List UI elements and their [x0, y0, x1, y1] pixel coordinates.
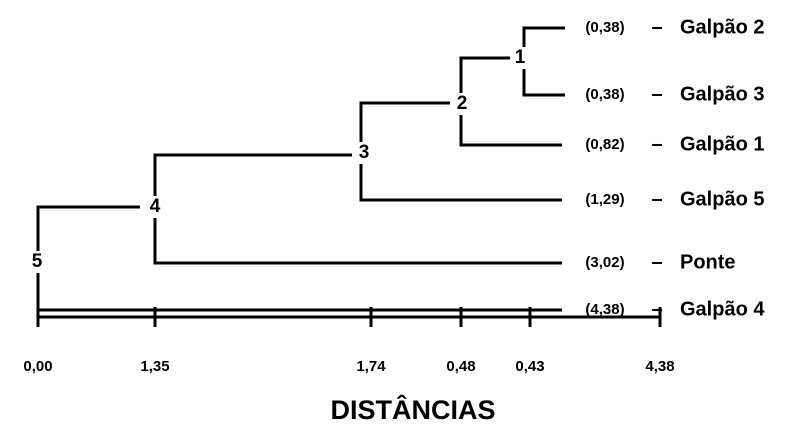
separator: – — [651, 298, 662, 320]
leaf-name: Galpão 2 — [680, 16, 764, 38]
label-bg — [511, 47, 529, 69]
node-label: 1 — [515, 47, 526, 68]
label-bg — [453, 93, 471, 115]
leaf-name: Ponte — [680, 251, 736, 273]
leaf-distance: (1,29) — [585, 191, 624, 208]
label-bg — [355, 142, 373, 164]
tick-label: 0,43 — [515, 358, 544, 375]
label-bg — [146, 196, 164, 218]
node-label: 3 — [359, 142, 370, 163]
node-label: 5 — [32, 251, 43, 272]
separator: – — [651, 83, 662, 105]
leaf-name: Galpão 1 — [680, 133, 764, 155]
tick-label: 1,74 — [356, 358, 386, 375]
leaf-name: Galpão 5 — [680, 188, 764, 210]
label-bg — [28, 251, 46, 273]
axis-title: DISTÂNCIAS — [330, 394, 495, 425]
tick-label: 4,38 — [645, 358, 674, 375]
node-label: 2 — [457, 93, 468, 114]
separator: – — [651, 251, 662, 273]
node-label: 4 — [150, 196, 161, 217]
leaf-distance: (4,38) — [585, 301, 624, 318]
leaf-distance: (0,38) — [585, 19, 624, 36]
leaf-distance: (3,02) — [585, 254, 624, 271]
tick-label: 0,48 — [446, 358, 475, 375]
separator: – — [651, 16, 662, 38]
leaf-distance: (0,38) — [585, 86, 624, 103]
tick-label: 1,35 — [140, 358, 169, 375]
leaf-name: Galpão 4 — [680, 298, 765, 320]
separator: – — [651, 133, 662, 155]
leaf-distance: (0,82) — [585, 136, 624, 153]
leaf-name: Galpão 3 — [680, 83, 764, 105]
tick-label: 0,00 — [23, 358, 52, 375]
separator: – — [651, 188, 662, 210]
